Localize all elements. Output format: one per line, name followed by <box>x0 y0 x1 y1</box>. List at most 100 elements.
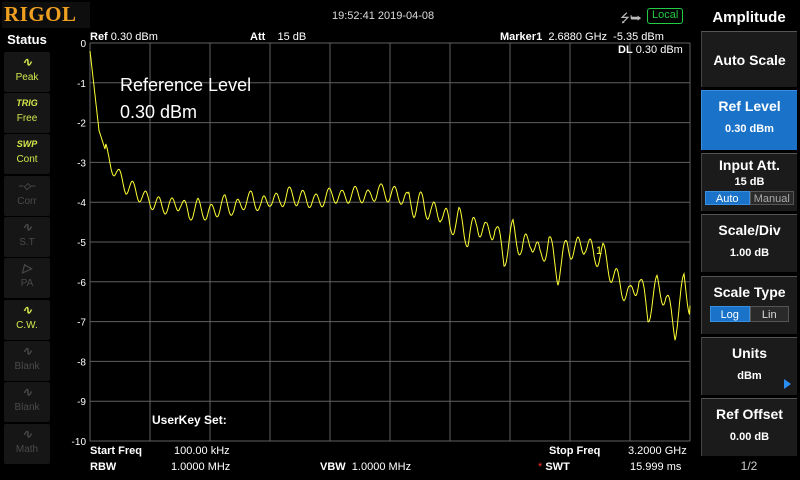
scale-div-label: Scale/Div <box>718 222 781 238</box>
status-item-cw[interactable]: ∿ C.W. <box>4 300 50 340</box>
units-value: dBm <box>737 370 762 382</box>
ref-offset-label: Ref Offset <box>716 406 783 422</box>
marker-freq: 2.6880 GHz <box>548 31 608 43</box>
signal-track-icon: ∿ <box>21 220 33 234</box>
y-tick-label: -1 <box>77 79 86 90</box>
top-bar: RIGOL 19:52:41 2019-04-08 ⭍⮩ Local <box>0 0 698 30</box>
marker-1-flag: 1 <box>596 245 602 257</box>
ref-value: 0.30 dBm <box>110 31 158 43</box>
status-item-label: Math <box>15 444 39 455</box>
submenu-arrow-icon <box>784 379 791 389</box>
dl-value: 0.30 dBm <box>635 44 683 56</box>
rigol-logo: RIGOL <box>4 2 77 26</box>
att-value: 15 dB <box>277 31 307 43</box>
ref-label: Ref <box>90 31 108 43</box>
scale-type-toggle[interactable]: Log Lin <box>710 306 789 322</box>
rbw-value: 1.0000 MHz <box>171 461 231 473</box>
trace-math-icon: ∿ <box>21 427 33 441</box>
menu-title: Amplitude <box>712 9 786 26</box>
spectrum-trace <box>89 50 691 341</box>
y-tick-label: -4 <box>77 198 86 209</box>
ref-level-button[interactable]: Ref Level 0.30 dBm <box>701 90 797 150</box>
status-item-label: Cont <box>16 154 38 165</box>
logo-background <box>2 2 90 28</box>
status-item-label: Corr <box>17 196 37 207</box>
dl-label: DL <box>618 44 633 56</box>
overlay-value: 0.30 dBm <box>120 102 198 122</box>
status-item-pa[interactable]: ▷ PA <box>4 258 50 298</box>
ref-level-value: 0.30 dBm <box>725 123 774 135</box>
y-tick-label: -9 <box>77 397 86 408</box>
status-item-peak[interactable]: ∿ Peak <box>4 52 50 92</box>
input-att-manual-option[interactable]: Manual <box>749 191 794 205</box>
start-freq-value: 100.00 kHz <box>174 445 230 457</box>
status-item-label: Free <box>16 113 38 124</box>
y-tick-label: -10 <box>72 437 87 448</box>
input-att-mode-toggle[interactable]: Auto Manual <box>705 191 794 205</box>
vbw-value: 1.0000 MHz <box>351 461 412 473</box>
status-item-label: PA <box>20 278 34 289</box>
spectrum-chart[interactable]: 0 -1 -2 -3 -4 -5 -6 -7 -8 -9 -10 1 <box>54 30 698 480</box>
auto-scale-label: Auto Scale <box>713 52 786 68</box>
rbw-label: RBW <box>90 461 117 473</box>
status-item-free[interactable]: TRIG Free <box>4 93 50 133</box>
menu-page-indicator[interactable]: 1/2 <box>740 459 758 473</box>
swt-star: * <box>538 461 543 473</box>
stop-freq-value: 3.2000 GHz <box>628 445 687 457</box>
marker-amp: -5.35 dBm <box>613 31 664 43</box>
y-tick-label: -7 <box>77 318 86 329</box>
status-item-math[interactable]: ∿ Math <box>4 424 50 464</box>
units-button[interactable]: Units dBm <box>701 337 797 395</box>
scale-type-button[interactable]: Scale Type Log Lin <box>701 276 797 334</box>
status-item-label: S.T <box>19 237 35 248</box>
input-att-auto-option[interactable]: Auto <box>705 191 750 205</box>
status-panel: Status ∿ Peak TRIG Free SWP Cont −◇− Corr ∿ S.T ▷ P… <box>0 30 54 480</box>
units-label: Units <box>732 345 767 361</box>
peak-icon: ∿ <box>21 55 33 69</box>
att-label: Att <box>250 31 266 43</box>
scale-div-value: 1.00 dB <box>729 247 770 259</box>
status-title: Status <box>7 32 47 47</box>
marker-label: Marker1 <box>500 31 543 43</box>
spectrum-display[interactable]: 0 -1 -2 -3 -4 -5 -6 -7 -8 -9 -10 1 Ref 0.30 dBm Att… <box>54 30 698 480</box>
auto-scale-button[interactable]: Auto Scale <box>701 31 797 87</box>
scale-div-button[interactable]: Scale/Div 1.00 dB <box>701 214 797 272</box>
sweep-icon: SWP <box>16 139 38 149</box>
status-item-label: Blank <box>14 361 40 372</box>
correction-icon: −◇− <box>18 181 36 191</box>
status-item-blank[interactable]: ∿ Blank <box>4 341 50 381</box>
y-tick-label: 0 <box>80 39 86 50</box>
scale-type-lin-option[interactable]: Lin <box>749 306 789 322</box>
usb-icon: ⭍⮩ <box>620 11 642 25</box>
start-freq-label: Start Freq <box>90 445 142 457</box>
y-tick-label: -5 <box>77 238 86 249</box>
input-att-button[interactable]: Input Att. 15 dB Auto Manual <box>701 153 797 211</box>
softkey-menu: Amplitude Auto Scale Ref Level 0.30 dBm … <box>698 0 800 480</box>
ref-offset-button[interactable]: Ref Offset 0.00 dB <box>701 398 797 456</box>
status-item-label: C.W. <box>16 320 38 331</box>
ref-level-label: Ref Level <box>718 98 781 114</box>
local-badge[interactable]: Local <box>647 8 684 24</box>
scale-type-label: Scale Type <box>713 284 786 300</box>
trig-icon: TRIG <box>16 98 38 108</box>
stop-freq-label: Stop Freq <box>549 445 601 457</box>
status-item-cont[interactable]: SWP Cont <box>4 134 50 174</box>
scale-type-log-option[interactable]: Log <box>710 306 750 322</box>
input-att-value: 15 dB <box>734 176 765 188</box>
status-item-corr[interactable]: −◇− Corr <box>4 176 50 216</box>
userkey-label: UserKey Set: <box>152 413 227 427</box>
preamp-icon: ▷ <box>22 261 32 275</box>
y-tick-label: -3 <box>77 158 86 169</box>
trace-blank-icon: ∿ <box>21 385 33 399</box>
input-att-label: Input Att. <box>719 157 780 173</box>
y-tick-label: -8 <box>77 357 86 368</box>
status-item-label: Peak <box>15 72 39 83</box>
vbw-label: VBW <box>320 461 346 473</box>
overlay-title: Reference Level <box>120 75 252 95</box>
status-item-blank[interactable]: ∿ Blank <box>4 382 50 422</box>
swt-value: 15.999 ms <box>630 461 682 473</box>
cw-icon: ∿ <box>21 303 33 317</box>
status-item-st[interactable]: ∿ S.T <box>4 217 50 257</box>
y-tick-label: -2 <box>77 119 86 130</box>
trace-blank-icon: ∿ <box>21 344 33 358</box>
